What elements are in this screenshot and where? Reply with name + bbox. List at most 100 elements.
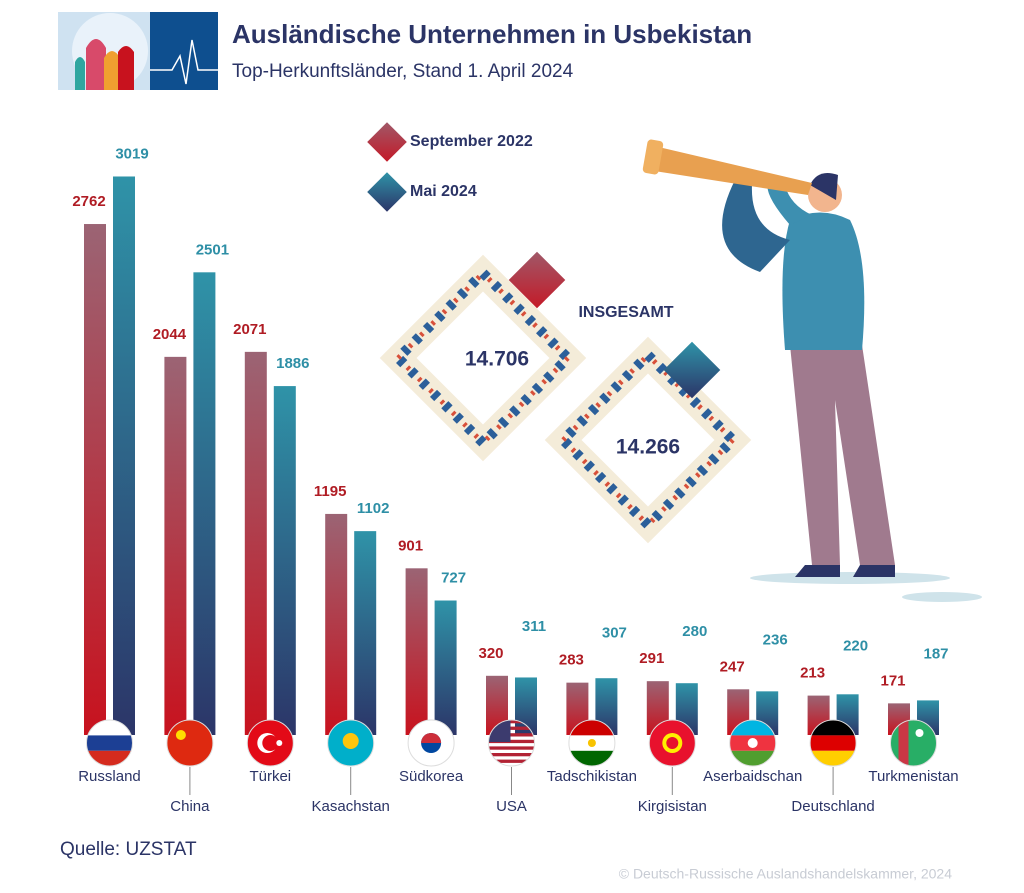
decoration (767, 180, 812, 225)
flag (890, 720, 937, 766)
flag-part (175, 730, 186, 740)
ornament (556, 348, 740, 532)
decoration (118, 46, 134, 90)
value-label: 311 (522, 618, 546, 635)
flag (729, 720, 776, 766)
decoration (790, 345, 895, 565)
flag-border (568, 719, 616, 767)
decoration (150, 39, 218, 85)
flag (408, 720, 455, 766)
logo (58, 12, 218, 90)
bar (595, 678, 618, 735)
bar (113, 176, 135, 736)
legend-swatch (367, 122, 407, 162)
value-label: 2501 (196, 241, 229, 258)
flag-part (86, 735, 133, 751)
legend-label: Mai 2024 (410, 183, 477, 200)
flag-border (488, 719, 535, 767)
total-label: INSGESAMT (578, 304, 673, 321)
legend-label: September 2022 (410, 133, 533, 150)
total-frame (379, 251, 752, 544)
flag (86, 720, 133, 766)
value-label: 247 (720, 658, 745, 675)
flag-part (747, 738, 758, 748)
flag (247, 720, 294, 766)
category-label: Tadschikistan (547, 768, 637, 785)
flag-part (729, 720, 776, 736)
bar (84, 224, 106, 735)
decoration (722, 180, 790, 272)
bar (515, 677, 537, 735)
bar (354, 531, 377, 735)
flag-part (568, 750, 615, 766)
category-label: USA (496, 798, 527, 815)
bar (273, 386, 296, 735)
value-label: 901 (398, 537, 423, 554)
value-label: 220 (843, 638, 868, 655)
value-label: 2071 (233, 321, 266, 338)
ornament (391, 266, 575, 450)
category-label: Südkorea (399, 768, 464, 785)
bar (193, 272, 216, 735)
flag-part (276, 740, 283, 746)
flag-part (86, 750, 133, 766)
decoration (104, 51, 120, 90)
flag-part (898, 720, 909, 766)
decoration (86, 39, 106, 90)
flag-border (327, 719, 375, 767)
flag-part (488, 739, 535, 744)
flag-part (488, 733, 535, 737)
category-label: Kasachstan (312, 798, 390, 815)
flag (568, 720, 615, 766)
flag-border (407, 719, 455, 767)
flag-part (915, 729, 924, 737)
decoration (750, 572, 950, 584)
flag-border (166, 719, 214, 767)
decoration (75, 57, 85, 90)
flag-part (342, 733, 359, 749)
flag-part (568, 720, 615, 736)
category-label: Deutschland (791, 798, 874, 815)
flag-part (488, 720, 535, 724)
flag-part (488, 746, 535, 750)
value-label: 3019 (115, 145, 148, 162)
flag-part (810, 720, 857, 736)
flag (649, 720, 696, 766)
value-label: 187 (923, 645, 948, 662)
copyright: © Deutsch-Russische Auslandshandelskamme… (619, 866, 952, 882)
flag-part (488, 759, 535, 763)
flag-part (810, 750, 857, 766)
legend-swatch (367, 172, 407, 212)
value-label: 236 (763, 631, 788, 648)
flag-border (648, 719, 696, 767)
flag-border (246, 719, 294, 767)
decoration (648, 145, 812, 195)
value-label: 213 (800, 665, 825, 682)
bar (164, 356, 187, 735)
value-label: 320 (478, 645, 503, 662)
total-value: 14.266 (616, 436, 680, 459)
subtitle: Top-Herkunftsländer, Stand 1. April 2024 (232, 61, 574, 82)
category-label: Aserbaidschan (703, 768, 802, 785)
flag-part (890, 720, 937, 766)
category-label: Russland (78, 768, 141, 785)
decoration (810, 172, 838, 200)
flag-part (666, 737, 679, 749)
category-label: Kirgisistan (638, 798, 707, 815)
flag-part (262, 735, 279, 751)
flag-part (421, 733, 442, 743)
value-label: 283 (559, 652, 584, 669)
category-label: China (170, 798, 210, 815)
flag-part (488, 726, 535, 730)
bar (405, 568, 428, 735)
decoration (782, 212, 865, 350)
flag-part (488, 753, 535, 757)
flag-border (809, 719, 857, 767)
category-label: Turkmenistan (868, 768, 958, 785)
value-label: 2044 (153, 326, 187, 343)
flag-border (729, 719, 777, 767)
value-label: 291 (639, 650, 664, 667)
value-label: 1195 (314, 483, 347, 500)
flag-part (587, 739, 596, 747)
decoration (642, 139, 664, 175)
